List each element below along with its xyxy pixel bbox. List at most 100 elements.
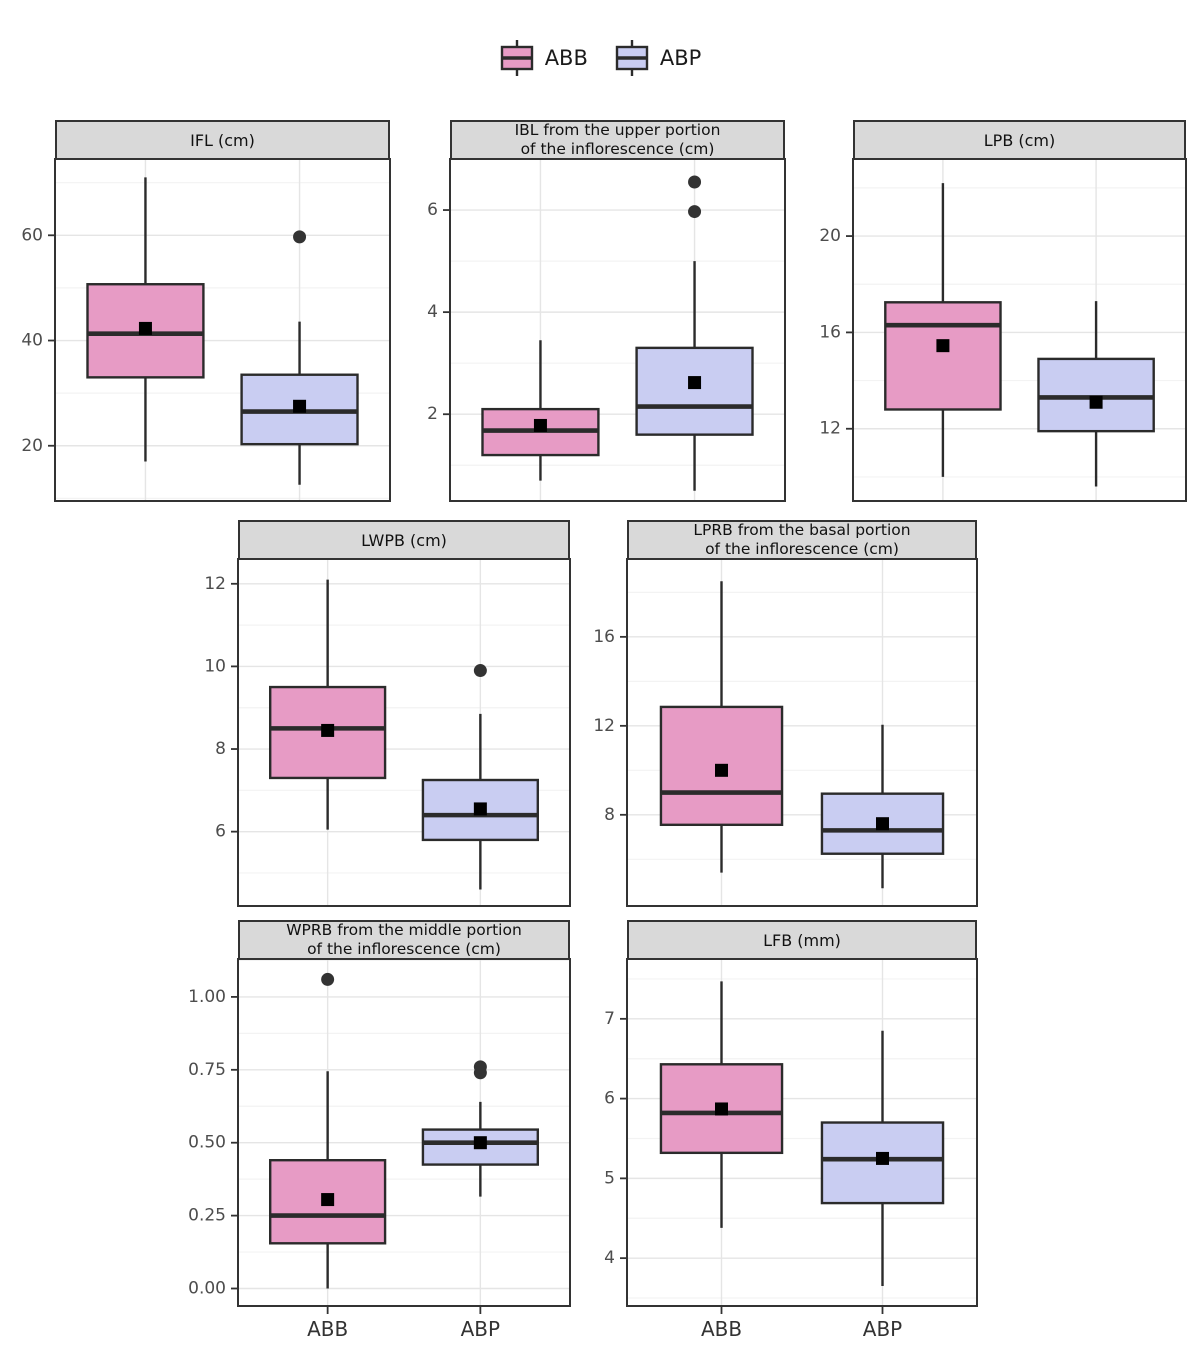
mean-marker (715, 763, 728, 777)
y-tick-label: 0.25 (188, 1206, 226, 1226)
boxplot-ABB (481, 340, 600, 481)
boxplot-ABP (240, 230, 359, 485)
iqr-box (635, 346, 754, 436)
x-axis-group-label: ABB (701, 1317, 742, 1341)
y-tick-label: 16 (593, 627, 615, 647)
strip-title-text: IFL (cm) (190, 130, 255, 150)
strip-title-text: of the inflorescence (cm) (307, 940, 501, 958)
outlier-point (688, 175, 702, 189)
mean-marker (1089, 395, 1103, 409)
mean-marker (688, 376, 702, 390)
y-tick-label: 16 (819, 322, 841, 342)
boxplot-ABB (86, 177, 205, 462)
iqr-box (820, 1121, 945, 1205)
outlier-point (688, 205, 702, 219)
x-axis-group-label: ABP (461, 1317, 500, 1341)
y-tick-label: 12 (204, 574, 226, 594)
facet-strip-title: LWPB (cm) (238, 520, 570, 560)
facet-panel-5: LPRB from the basal portion of the inflor… (582, 520, 978, 907)
strip-title-text: LFB (mm) (763, 930, 841, 950)
legend: ABB ABP (0, 36, 1200, 80)
strip-title-text: of the inflorescence (cm) (705, 540, 899, 558)
plot-area: 0.00 0.25 0.50 0.75 1.00 ABB ABP (188, 958, 571, 1341)
mean-marker (321, 1193, 335, 1207)
boxplot-ABB (269, 972, 387, 1289)
boxplot-ABP (1037, 301, 1155, 487)
y-tick-label: 2 (427, 404, 438, 424)
facet-strip-title: WPRB from the middle portion of the inflo… (238, 920, 570, 960)
y-tick-label: 6 (215, 822, 226, 842)
mean-marker (473, 802, 487, 816)
boxplot-key-icon (615, 40, 649, 76)
mean-marker (876, 1151, 889, 1165)
y-tick-label: 20 (21, 436, 43, 456)
strip-title-text: LPB (cm) (983, 130, 1056, 150)
outlier-point (321, 972, 335, 986)
mean-marker (876, 817, 889, 831)
strip-title-text: WPRB from the middle portion (286, 921, 522, 939)
y-tick-label: 7 (604, 1009, 615, 1029)
y-tick-label: 0.00 (188, 1279, 226, 1299)
mean-marker (715, 1102, 728, 1116)
y-tick-label: 4 (604, 1248, 615, 1268)
plot-area: 4 5 6 7 ABB ABP (604, 958, 978, 1341)
boxplot-ABP (421, 1060, 539, 1197)
legend-item-abp: ABP (614, 38, 701, 78)
plot-area: 2 4 6 (427, 158, 786, 502)
y-tick-label: 20 (819, 226, 841, 246)
mean-marker (293, 399, 307, 413)
legend-label-abp: ABP (659, 46, 702, 70)
y-tick-label: 4 (427, 302, 438, 322)
iqr-box (1037, 357, 1155, 433)
boxplot-ABB (659, 981, 784, 1228)
boxplot-ABB (269, 579, 387, 830)
strip-title-text: LWPB (cm) (361, 530, 447, 550)
boxplot-ABP (635, 175, 754, 491)
plot-area: 6 8 10 12 (204, 558, 571, 907)
x-axis-group-label: ABB (307, 1317, 348, 1341)
boxplot-ABB (884, 183, 1002, 477)
strip-title-text: of the inflorescence (cm) (520, 140, 715, 158)
y-tick-label: 12 (819, 419, 841, 439)
boxplot-ABP (820, 724, 945, 889)
y-tick-label: 8 (215, 739, 226, 759)
boxplot-ABP (820, 1030, 945, 1287)
legend-label-abb: ABB (544, 46, 588, 70)
plot-area: 8 12 16 (593, 558, 978, 907)
facet-strip-title: IBL from the upper portion of the inflore… (450, 120, 785, 160)
facet-panel-2: IBL from the upper portion of the inflore… (405, 120, 786, 502)
outlier-point (473, 664, 487, 678)
mean-marker (138, 321, 152, 335)
y-tick-label: 0.50 (188, 1133, 226, 1153)
y-tick-label: 10 (204, 656, 226, 676)
plot-area: 12 16 20 (819, 158, 1187, 502)
facet-panel-7: LFB (mm) 4 5 6 7 ABB ABP (582, 920, 978, 1353)
strip-title-text: LPRB from the basal portion (693, 521, 911, 539)
y-tick-label: 60 (21, 225, 43, 245)
outlier-point (293, 230, 307, 244)
mean-marker (473, 1136, 487, 1150)
y-tick-label: 40 (21, 331, 43, 351)
iqr-box (884, 301, 1002, 411)
boxplot-key-icon (500, 40, 533, 76)
mean-marker (533, 418, 547, 432)
facet-panel-3: LPB (cm) 12 16 20 (808, 120, 1187, 502)
y-tick-label: 1.00 (188, 987, 226, 1007)
strip-title-text: IBL from the upper portion (514, 121, 721, 139)
facet-panel-1: IFL (cm) 20 40 60 (10, 120, 391, 502)
mean-marker (321, 723, 335, 737)
facet-strip-title: LFB (mm) (627, 920, 977, 960)
outlier-point (473, 1060, 487, 1074)
y-tick-label: 8 (604, 805, 615, 825)
plot-area: 20 40 60 (21, 158, 391, 502)
facet-panel-6: WPRB from the middle portion of the inflo… (188, 920, 571, 1353)
facet-strip-title: LPB (cm) (853, 120, 1186, 160)
facet-strip-title: IFL (cm) (55, 120, 390, 160)
y-tick-label: 5 (604, 1168, 615, 1188)
boxplot-ABB (659, 581, 784, 873)
facet-panel-4: LWPB (cm) 6 8 10 12 (193, 520, 571, 907)
y-tick-label: 6 (604, 1089, 615, 1109)
y-tick-label: 0.75 (188, 1060, 226, 1080)
mean-marker (936, 339, 950, 353)
